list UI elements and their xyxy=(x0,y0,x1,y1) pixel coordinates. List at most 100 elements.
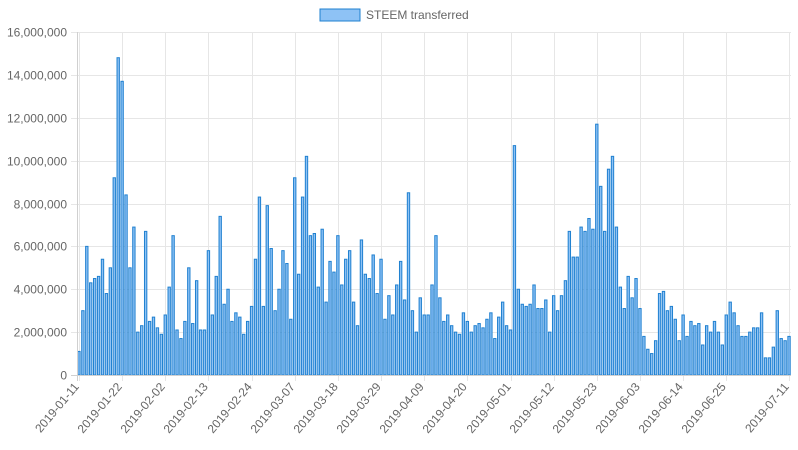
bar xyxy=(504,325,509,376)
bar xyxy=(387,295,391,376)
axes xyxy=(71,32,791,381)
bar xyxy=(316,286,320,376)
bar xyxy=(308,235,313,376)
bar xyxy=(104,293,109,376)
bar xyxy=(755,327,760,376)
bar xyxy=(477,323,481,376)
bar xyxy=(206,250,211,376)
bar xyxy=(485,318,489,376)
bar xyxy=(281,250,285,376)
bar xyxy=(132,226,136,376)
bar xyxy=(226,288,230,376)
bar xyxy=(175,329,179,376)
bar xyxy=(489,312,493,376)
bar xyxy=(685,335,689,376)
bar xyxy=(500,301,505,376)
bar xyxy=(736,325,740,376)
bar xyxy=(677,340,681,376)
bar xyxy=(591,228,595,376)
bar xyxy=(697,323,701,376)
bar xyxy=(497,316,501,376)
bar xyxy=(775,310,779,376)
x-tick-label: 2019-06-25 xyxy=(679,380,729,436)
bar xyxy=(457,333,462,376)
bar xyxy=(198,329,203,376)
legend[interactable]: STEEM transferred xyxy=(319,8,469,22)
bar xyxy=(85,245,89,376)
bar xyxy=(701,344,705,376)
bar xyxy=(602,230,607,376)
bar xyxy=(469,331,473,376)
bar xyxy=(689,320,693,376)
bar xyxy=(108,267,113,376)
bar xyxy=(748,331,752,376)
y-axis-tick-labels: 0 2,000,000 4,000,000 6,000,000 8,000,000 10,… xyxy=(7,26,67,383)
bar xyxy=(191,323,195,376)
bar xyxy=(179,338,183,376)
bar xyxy=(367,278,371,376)
bar xyxy=(712,320,717,376)
bar xyxy=(245,320,250,376)
bar xyxy=(618,286,623,376)
bar xyxy=(304,155,309,376)
bar xyxy=(351,301,356,376)
y-tick-label: 4,000,000 xyxy=(14,283,68,297)
bar xyxy=(493,338,497,376)
bar xyxy=(704,325,709,376)
bar xyxy=(532,284,536,376)
bar xyxy=(234,312,238,376)
bar xyxy=(406,192,411,376)
bar xyxy=(548,331,552,376)
legend-swatch xyxy=(319,8,361,22)
bar xyxy=(269,248,273,376)
bar xyxy=(242,333,246,376)
bar xyxy=(657,293,662,376)
bar xyxy=(622,308,626,376)
bar xyxy=(434,235,438,376)
bar xyxy=(563,280,568,376)
bar xyxy=(418,297,422,376)
bar xyxy=(112,177,116,376)
bar xyxy=(571,256,575,376)
bar xyxy=(606,168,611,376)
bar xyxy=(147,320,152,376)
bar xyxy=(187,267,191,376)
bar xyxy=(414,331,419,376)
bar xyxy=(646,348,650,376)
bar xyxy=(285,263,289,376)
bar xyxy=(289,318,293,376)
bar xyxy=(567,230,572,376)
bar xyxy=(371,254,375,376)
bar xyxy=(744,335,748,376)
bar xyxy=(528,303,532,376)
bar xyxy=(642,335,646,376)
bar xyxy=(599,185,603,376)
bar xyxy=(708,331,713,376)
bar xyxy=(661,290,666,376)
bar xyxy=(449,325,454,376)
bar xyxy=(347,250,352,376)
bar xyxy=(653,340,658,376)
bar xyxy=(96,275,101,376)
bar xyxy=(324,301,328,376)
bar xyxy=(210,314,215,376)
bar xyxy=(214,275,218,376)
bars xyxy=(77,57,791,376)
bar xyxy=(159,333,164,376)
bar xyxy=(524,305,528,376)
bar xyxy=(516,288,521,376)
bar xyxy=(771,346,776,376)
y-tick-label: 8,000,000 xyxy=(14,198,68,212)
bar xyxy=(293,177,297,376)
bar xyxy=(724,314,728,376)
bar xyxy=(430,284,434,376)
x-axis-tick-labels: 2019-01-112019-01-222019-02-022019-02-13… xyxy=(32,380,792,436)
bar xyxy=(100,258,105,376)
bar xyxy=(767,357,772,376)
bar xyxy=(787,335,791,376)
y-tick-label: 6,000,000 xyxy=(14,240,68,254)
y-tick-label: 10,000,000 xyxy=(7,155,67,169)
bar xyxy=(249,305,254,376)
bar xyxy=(332,271,336,376)
bar xyxy=(300,196,305,376)
